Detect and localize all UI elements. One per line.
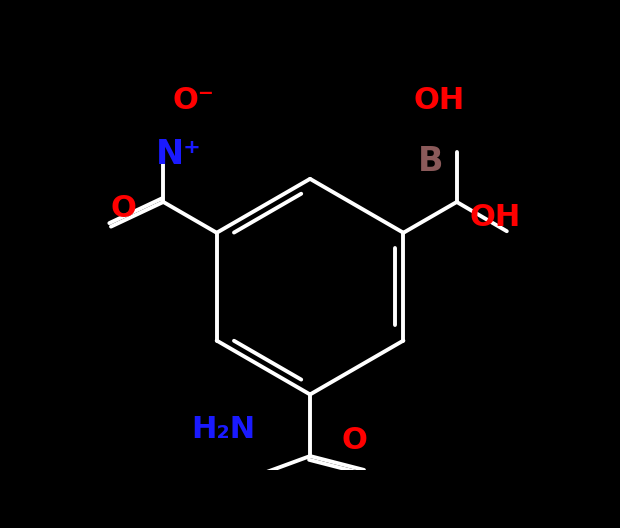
Text: H₂N: H₂N bbox=[192, 416, 256, 445]
Text: OH: OH bbox=[414, 86, 465, 115]
Text: OH: OH bbox=[469, 203, 520, 232]
Text: O⁻: O⁻ bbox=[172, 86, 214, 115]
Text: N⁺: N⁺ bbox=[156, 138, 202, 171]
Text: B: B bbox=[417, 145, 443, 178]
Text: O: O bbox=[342, 426, 368, 455]
Text: O: O bbox=[111, 194, 136, 223]
